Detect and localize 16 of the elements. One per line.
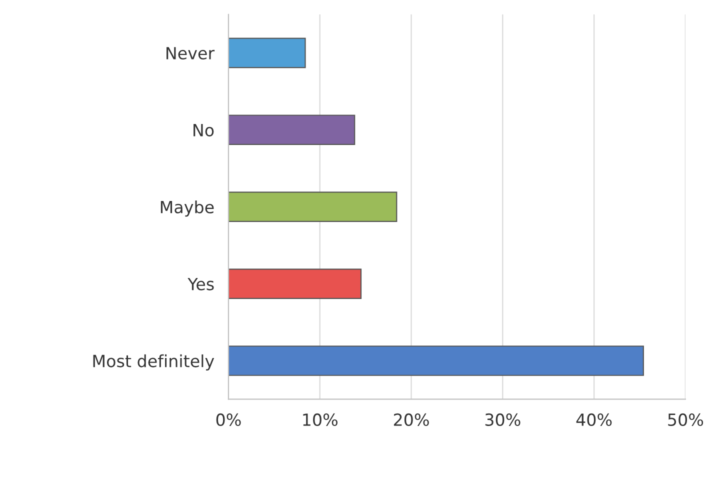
x-tick-label: 30% [485, 413, 520, 426]
x-tick-label: 10% [303, 413, 338, 426]
y-tick-label: Most definitely [93, 354, 214, 371]
bar [228, 38, 306, 68]
bar [228, 346, 644, 376]
y-tick-label: Never [166, 47, 215, 60]
x-tick-label: 20% [394, 413, 429, 426]
y-tick-label: Maybe [160, 200, 214, 217]
x-tick-label: 40% [576, 413, 612, 426]
x-tick-label: 50% [668, 413, 704, 426]
bar [228, 114, 356, 146]
y-tick-label: No [194, 124, 214, 136]
bar [228, 268, 362, 299]
y-tick-label: Yes [188, 278, 214, 290]
x-tick-label: 0% [216, 413, 241, 426]
bar [228, 192, 398, 222]
